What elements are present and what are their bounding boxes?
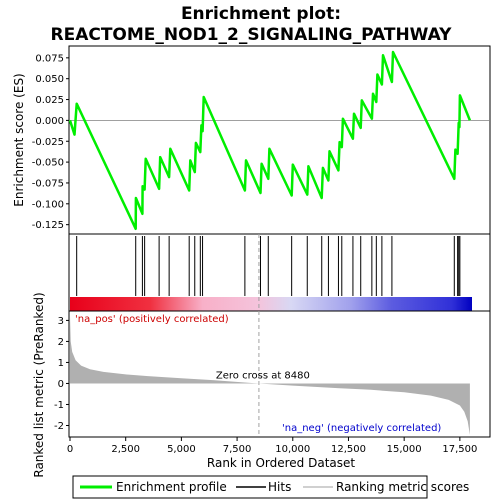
x-tick-label: 2,500 [111,444,140,455]
es-y-tick-label: 0.025 [35,95,64,106]
es-panel-frame [68,45,491,235]
x-tick-label: 15,000 [387,444,422,455]
chart-title-line1: Enrichment plot: [181,4,341,24]
metric-y-tick-label: 3 [58,316,64,327]
x-tick-label: 0 [67,444,73,455]
rank-color-bar [70,297,472,311]
metric-y-tick-label: -1 [54,400,64,411]
x-tick-label: 12,500 [331,444,366,455]
metric-y-tick-label: 0 [58,379,64,390]
es-y-tick-label: 0.050 [35,74,64,85]
es-y-tick-label: 0.000 [35,116,64,127]
es-y-tick-label: 0.075 [35,53,64,64]
es-y-tick-label: -0.025 [32,137,64,148]
legend-label-ranking-metric: Ranking metric scores [336,480,469,494]
x-tick-label: 10,000 [275,444,310,455]
es-y-tick-label: -0.125 [32,220,64,231]
es-y-tick-label: -0.050 [32,158,64,169]
es-y-tick-label: -0.100 [32,199,64,210]
es-panel: 0.075 0.050 0.025 0.000 -0.025 -0.050 -0.075 -0… [32,45,491,235]
metric-y-tick-label: -2 [54,421,64,432]
metric-y-tick-label: 2 [58,337,64,348]
x-tick-label: 7,500 [223,444,252,455]
metric-y-tick-label: 1 [58,358,64,369]
zero-cross-label: Zero cross at 8480 [216,370,310,381]
neg-corr-label: 'na_neg' (negatively correlated) [282,423,441,434]
legend: Enrichment profile Hits Ranking metric s… [72,475,469,499]
metric-y-axis-label: Ranked list metric (PreRanked) [32,292,46,477]
chart-title-line2: REACTOME_NOD1_2_SIGNALING_PATHWAY [51,25,453,45]
x-tick-label: 17,500 [442,444,477,455]
hits-panel [68,233,491,312]
enrichment-profile-line [68,50,472,231]
pos-corr-label: 'na_pos' (positively correlated) [75,314,229,325]
metric-panel-frame [68,310,491,438]
legend-label-hits: Hits [268,480,291,494]
es-y-axis-label: Enrichment score (ES) [12,73,26,206]
metric-panel: Zero cross at 8480 'na_pos' (positively … [54,234,491,455]
x-tick-label: 5,000 [167,444,196,455]
es-y-tick-label: -0.075 [32,178,64,189]
legend-label-enrichment-profile: Enrichment profile [116,480,227,494]
x-axis-label: Rank in Ordered Dataset [207,456,355,470]
